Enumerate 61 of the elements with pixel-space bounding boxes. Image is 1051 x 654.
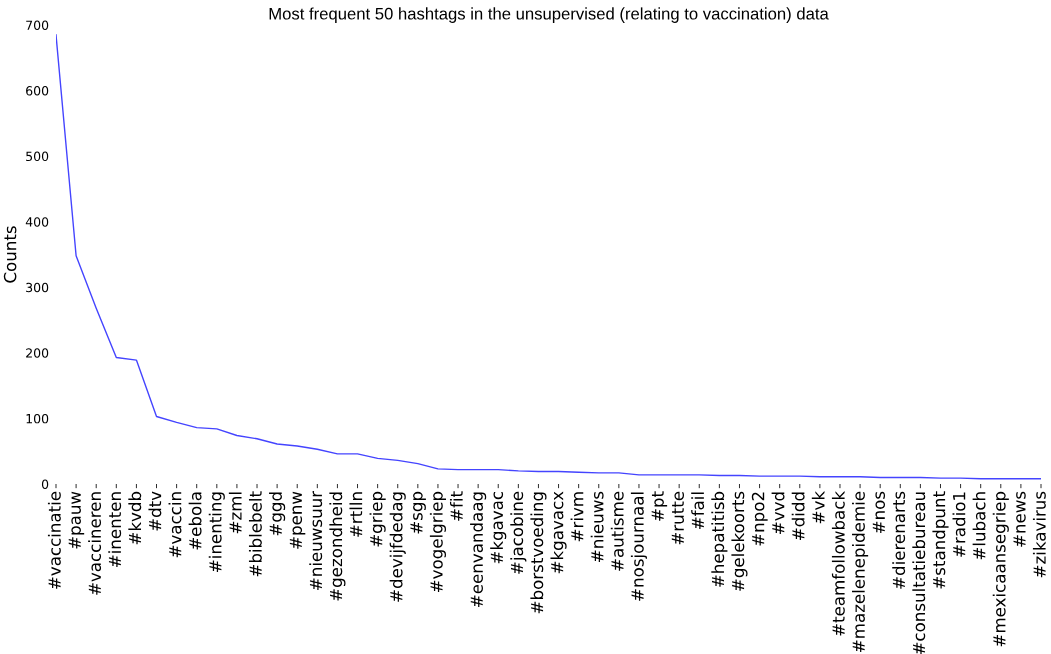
x-tick-label: #vk — [811, 490, 825, 524]
x-tick-label: #sgp — [410, 491, 426, 534]
x-tick-label: #rtlln — [349, 492, 363, 537]
x-tick-label: #mazelenepidemie — [852, 491, 869, 652]
x-tick-label: #autisme — [610, 491, 624, 571]
x-tick-label: #fit — [449, 491, 463, 521]
x-tick-label: #ggd — [269, 492, 286, 536]
x-tick-label: #inenting — [208, 492, 225, 572]
y-tick-label: 400 — [25, 217, 49, 227]
x-tick-label: #pt — [651, 491, 668, 521]
y-tick-label: 300 — [26, 282, 49, 293]
y-axis-title: Counts — [3, 226, 17, 283]
x-tick-label: #vaccineren — [88, 492, 102, 595]
x-tick-label: #gelekoorts — [731, 491, 748, 591]
y-tick-label: 0 — [41, 479, 49, 489]
x-tick-label: #nieuwsuur — [309, 490, 323, 590]
x-tick-label: #nieuws — [590, 491, 604, 562]
x-tick-label: #devijfdedag — [389, 492, 406, 602]
x-tick-label: #pauw — [68, 491, 85, 549]
y-tick-label: 600 — [26, 86, 49, 96]
x-tick-label: #didd — [791, 492, 805, 540]
x-tick-label: #zml — [228, 492, 242, 534]
x-tick-label: #dtv — [148, 491, 162, 531]
x-tick-label: #nos — [872, 491, 886, 534]
x-tick-label: #rutte — [671, 491, 684, 545]
x-tick-label: #vogelgriep — [429, 491, 446, 593]
x-tick-label: #radio1 — [952, 492, 966, 557]
x-tick-label: #mexicaansegriep — [992, 491, 1009, 647]
x-tick-label: #biblebelt — [248, 491, 262, 577]
x-tick-label: #griep — [369, 491, 386, 547]
x-tick-label: #inenten — [108, 492, 122, 567]
x-tick-label: #standpunt — [932, 491, 949, 589]
x-tick-label: #penw — [289, 491, 306, 549]
x-tick-label: #nosjournaal — [630, 492, 648, 601]
x-tick-label: #lubach — [972, 492, 986, 560]
x-tick-label: #rivm — [570, 492, 584, 542]
y-tick-label: 500 — [26, 151, 49, 162]
x-tick-label: #gezondheid — [329, 492, 346, 601]
x-tick-label: #jacobine — [510, 491, 527, 574]
x-tick-label: #news — [1013, 491, 1026, 547]
x-tick-label: #vvd — [771, 492, 785, 534]
x-tick-label: #kgavacx — [550, 491, 567, 574]
x-tick-label: #kvdb — [128, 491, 142, 545]
x-tick-label: #teamfollowback — [831, 490, 845, 636]
x-tick-label: #eenvandaag — [470, 492, 487, 607]
x-tick-label: #fail — [691, 492, 705, 529]
y-tick-label: 700 — [26, 20, 49, 30]
x-tick-label: #zikavirus — [1032, 491, 1046, 578]
x-tick-label: #npo2 — [751, 492, 768, 546]
x-tick-label: #vaccin — [168, 492, 182, 558]
x-tick-label: #consultatiebureau — [912, 492, 926, 654]
x-tick-label: #borstvoeding — [530, 492, 547, 614]
y-tick-label: 100 — [26, 413, 49, 424]
x-tick-label: #ebola — [188, 492, 202, 550]
chart-title: Most frequent 50 hashtags in the unsupervised (relating to vaccination) data — [269, 7, 829, 23]
y-tick-label: 200 — [26, 348, 49, 358]
x-tick-label: #dierenarts — [892, 491, 906, 589]
x-tick-label: #kgavac — [490, 491, 507, 564]
line-series — [56, 34, 1041, 480]
x-tick-label: #hepatitisb — [711, 491, 728, 587]
x-tick-label: #vaccinatie — [47, 491, 61, 589]
